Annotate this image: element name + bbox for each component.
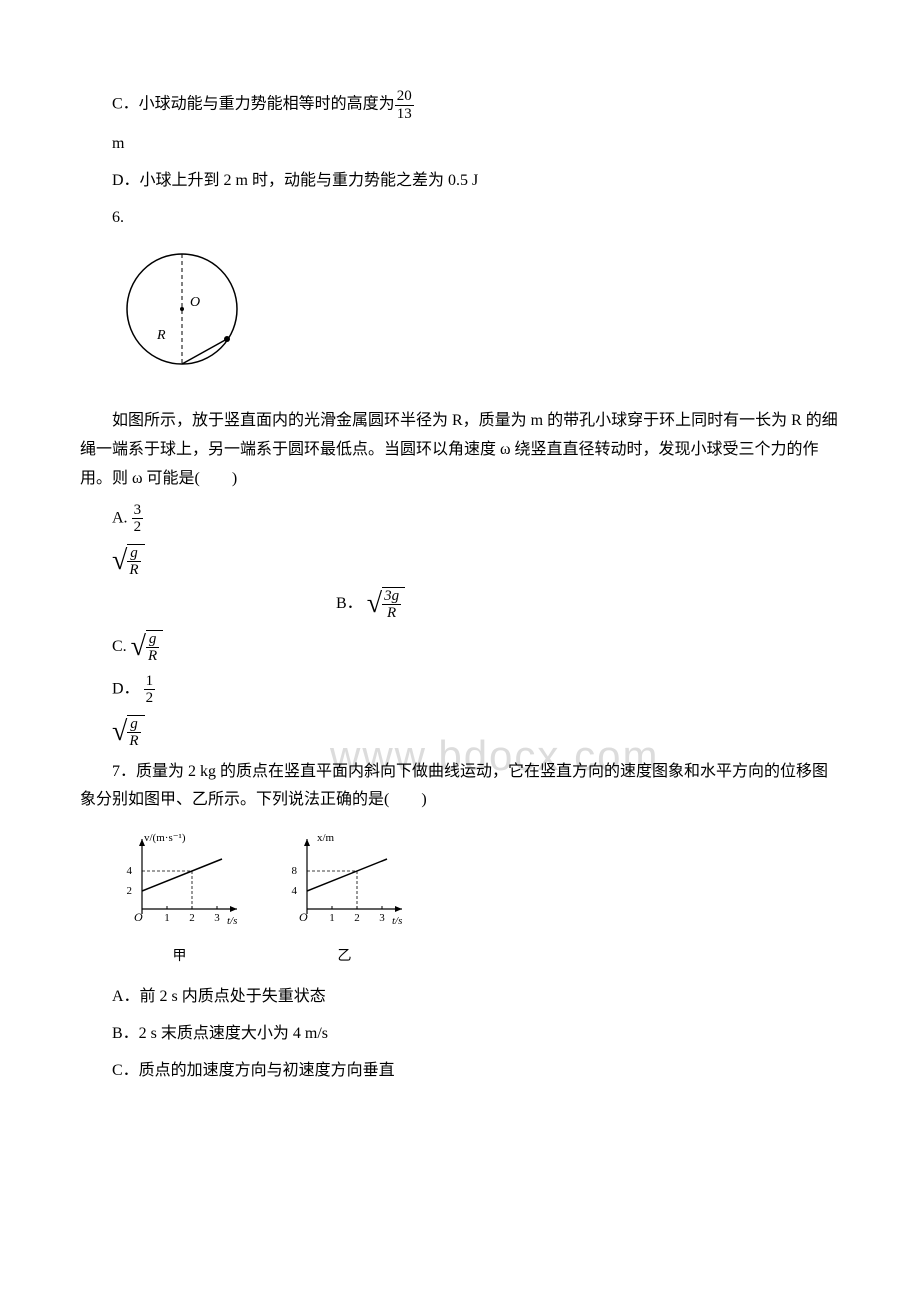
xtick-3: 3 [214,912,220,924]
q5-optc-unit: m [112,130,840,159]
q6-a-label: A. [112,509,128,526]
q7-graph2-container: 4 8 1 2 3 O x/m t/s 乙 [277,829,412,969]
q7-option-b: B．2 s 末质点速度大小为 4 m/s [112,1020,840,1049]
q6-a-frac: 32 [132,502,144,536]
q5-option-d: D．小球上升到 2 m 时，动能与重力势能之差为 0.5 J [112,167,840,196]
ylabel: v/(m·s⁻¹) [144,832,186,844]
xtick-2: 2 [189,912,195,924]
q6-stem: 如图所示，放于竖直面内的光滑金属圆环半径为 R，质量为 m 的带孔小球穿于环上同… [80,407,840,493]
string-line [182,339,227,364]
q7-stem: 7．质量为 2 kg 的质点在竖直平面内斜向下做曲线运动，它在竖直方向的速度图象… [80,758,840,816]
xtick-1: 1 [164,912,170,924]
sqrt-body-c: gR [146,630,163,665]
data-line [142,859,222,891]
xlabel: t/s [227,915,237,927]
q6-option-a-sqrt: √gR [112,544,840,579]
data-line-2 [307,859,387,891]
q6-option-a: A. 32 [112,502,840,536]
q7-graph1: 2 4 1 2 3 O v/(m·s⁻ [112,829,247,929]
x-arrow [230,906,237,912]
sqrt-body-d: gR [127,715,144,750]
q6-option-d: D． 12 [112,673,840,707]
q6-option-b: B． √3gR [336,587,840,622]
radius-label: R [156,328,166,343]
sqrt-body: gR [127,544,144,579]
sqrt-body-b: 3gR [382,587,405,622]
center-label: O [190,295,200,310]
ytick-8: 8 [292,865,298,877]
sqrt-symbol-b: √ [367,590,382,618]
ytick-4: 4 [127,865,133,877]
y-arrow-2 [304,839,310,846]
q6-d-label: D． [112,680,140,697]
q6-d-frac: 12 [144,673,156,707]
ytick-4b: 4 [292,885,298,897]
xtick-1b: 1 [329,912,335,924]
q6-option-c: C. √gR [112,630,840,665]
origin-o-2: O [299,910,308,924]
q7-option-c: C．质点的加速度方向与初速度方向垂直 [112,1057,840,1086]
graph1-caption: 甲 [112,944,247,969]
xtick-2b: 2 [354,912,360,924]
sqrt-symbol-c: √ [131,633,146,661]
q6-c-label: C. [112,638,127,655]
q5-optc-frac: 2013 [395,88,414,122]
xtick-3b: 3 [379,912,385,924]
bead-point [224,336,230,342]
origin-o: O [134,910,143,924]
q7-graph1-container: 2 4 1 2 3 O v/(m·s⁻ [112,829,247,969]
graph2-caption: 乙 [277,944,412,969]
ytick-2: 2 [127,885,133,897]
ylabel-2: x/m [317,832,335,844]
center-point [180,307,184,311]
q7-graphs: 2 4 1 2 3 O v/(m·s⁻ [112,829,840,969]
q6-number: 6. [112,204,840,233]
q7-graph2: 4 8 1 2 3 O x/m t/s [277,829,412,929]
q6-option-d-sqrt: √gR [112,715,840,750]
sqrt-symbol-d: √ [112,718,127,746]
circle-diagram: O R [112,244,262,384]
xlabel-2: t/s [392,915,402,927]
q5-optc-prefix: C．小球动能与重力势能相等时的高度为 [112,96,395,113]
q5-option-c: C．小球动能与重力势能相等时的高度为2013 [112,88,840,122]
sqrt-symbol: √ [112,547,127,575]
x-arrow-2 [395,906,402,912]
q7-option-a: A．前 2 s 内质点处于失重状态 [112,983,840,1012]
q6-b-label: B． [336,595,363,612]
q6-figure: O R [112,244,840,395]
